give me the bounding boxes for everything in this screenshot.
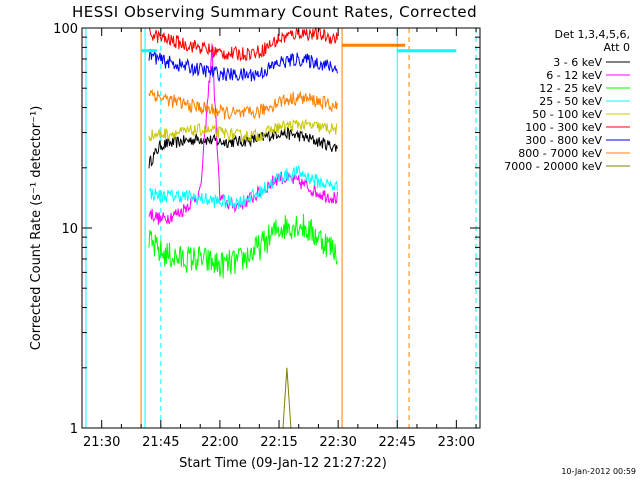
legend-label-1: 6 - 12 keV — [546, 69, 602, 82]
y-tick-label-1: 10 — [61, 222, 78, 237]
legend-label-2: 12 - 25 keV — [539, 82, 602, 95]
legend-header-detectors: Det 1,3,4,5,6, — [554, 28, 630, 41]
legend-label-5: 100 - 300 keV — [525, 121, 602, 134]
legend-label-7: 800 - 7000 keV — [518, 147, 602, 160]
series-line-5 — [149, 27, 338, 62]
x-axis-label: Start Time (09-Jan-12 21:27:22) — [179, 456, 387, 471]
x-tick-label-0: 21:30 — [83, 435, 120, 450]
series-7 — [148, 88, 338, 120]
y-tick-label-0: 1 — [70, 422, 78, 437]
series-layer — [148, 27, 338, 429]
x-tick-label-3: 22:15 — [260, 435, 297, 450]
series-6 — [148, 48, 338, 82]
legend-label-3: 25 - 50 keV — [539, 95, 602, 108]
series-line-2 — [148, 214, 338, 279]
series-line-3 — [148, 165, 338, 209]
x-tick-label-5: 22:45 — [379, 435, 416, 450]
plot-timestamp: 10-Jan-2012 00:59 — [561, 467, 636, 476]
legend-label-0: 3 - 6 keV — [553, 56, 602, 69]
series-0 — [148, 126, 338, 169]
vertical-marker-lines — [85, 28, 477, 428]
series-line-0 — [148, 126, 338, 169]
y-axis-label: Corrected Count Rate (s⁻¹ detector⁻¹) — [29, 106, 44, 351]
series-4 — [148, 118, 338, 143]
series-8 — [282, 367, 292, 429]
x-axis: 21:30 21:45 22:00 22:15 22:30 22:45 23:00 — [81, 28, 477, 450]
series-line-4 — [148, 118, 338, 143]
legend-label-8: 7000 - 20000 keV — [504, 160, 602, 173]
series-line-7 — [148, 88, 338, 120]
chart-title: HESSI Observing Summary Count Rates, Cor… — [72, 3, 477, 21]
y-tick-label-2: 100 — [53, 22, 78, 37]
series-2 — [148, 214, 338, 279]
series-line-8 — [282, 367, 292, 429]
series-5 — [149, 27, 338, 62]
x-tick-label-2: 22:00 — [201, 435, 238, 450]
y-axis: 1 10 100 — [53, 22, 480, 437]
x-tick-label-6: 23:00 — [438, 435, 475, 450]
series-3 — [148, 165, 338, 209]
series-line-6 — [148, 48, 338, 82]
legend-header-attenuator: Att 0 — [604, 41, 630, 54]
attenuator-marker-layer — [141, 43, 457, 53]
x-tick-label-1: 21:45 — [142, 435, 179, 450]
x-tick-label-4: 22:30 — [319, 435, 356, 450]
legend-label-6: 300 - 800 keV — [525, 134, 602, 147]
legend-label-4: 50 - 100 keV — [532, 108, 602, 121]
